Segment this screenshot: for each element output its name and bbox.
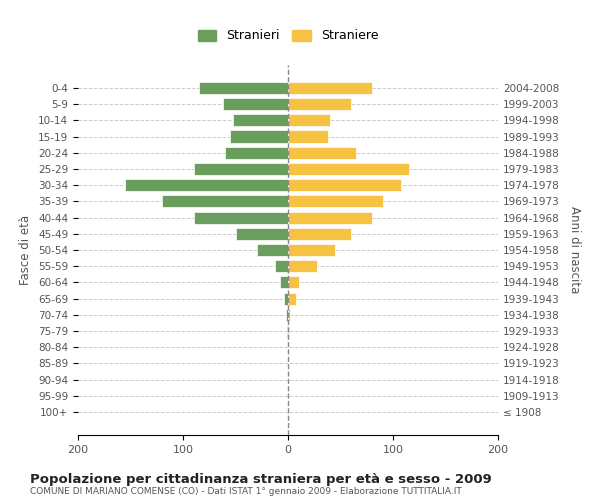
Bar: [287, 325, 288, 337]
Bar: [162, 196, 288, 207]
Text: COMUNE DI MARIANO COMENSE (CO) - Dati ISTAT 1° gennaio 2009 - Elaborazione TUTTI: COMUNE DI MARIANO COMENSE (CO) - Dati IS…: [30, 488, 462, 496]
Bar: [288, 130, 328, 142]
Bar: [199, 82, 288, 94]
Bar: [288, 325, 289, 337]
Bar: [193, 163, 288, 175]
Bar: [288, 212, 372, 224]
Bar: [235, 228, 288, 240]
Bar: [288, 309, 290, 321]
Bar: [288, 228, 351, 240]
Bar: [288, 146, 356, 159]
Bar: [286, 309, 288, 321]
Bar: [225, 146, 288, 159]
Bar: [288, 276, 299, 288]
Bar: [288, 179, 401, 191]
Bar: [193, 212, 288, 224]
Bar: [125, 179, 288, 191]
Bar: [288, 292, 296, 304]
Bar: [288, 82, 372, 94]
Bar: [288, 163, 409, 175]
Bar: [284, 292, 288, 304]
Bar: [223, 98, 288, 110]
Y-axis label: Anni di nascita: Anni di nascita: [568, 206, 581, 294]
Text: Popolazione per cittadinanza straniera per età e sesso - 2009: Popolazione per cittadinanza straniera p…: [30, 472, 492, 486]
Legend: Stranieri, Straniere: Stranieri, Straniere: [191, 23, 385, 48]
Bar: [233, 114, 288, 126]
Bar: [288, 260, 317, 272]
Bar: [288, 244, 335, 256]
Bar: [257, 244, 288, 256]
Bar: [230, 130, 288, 142]
Bar: [280, 276, 288, 288]
Bar: [275, 260, 288, 272]
Y-axis label: Fasce di età: Fasce di età: [19, 215, 32, 285]
Bar: [288, 196, 383, 207]
Bar: [288, 98, 351, 110]
Bar: [288, 114, 330, 126]
